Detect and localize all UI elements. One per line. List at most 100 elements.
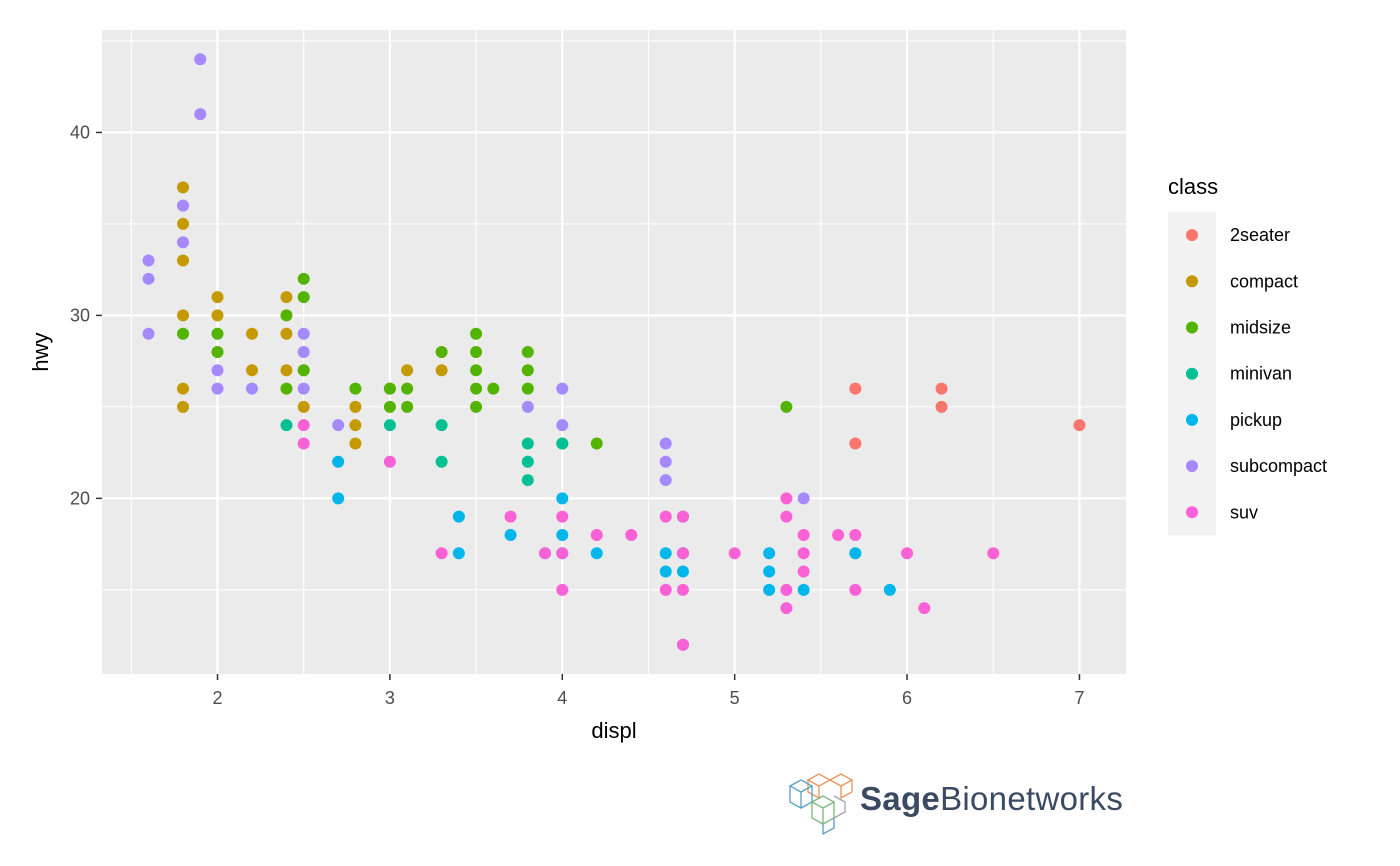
point-compact (297, 400, 310, 413)
point-compact (401, 364, 414, 377)
point-midsize (401, 382, 414, 395)
point-suv (504, 510, 517, 523)
x-tick-label: 5 (730, 688, 740, 708)
point-subcompact (177, 199, 190, 212)
point-midsize (280, 309, 293, 322)
point-subcompact (211, 382, 224, 395)
point-2seater (1073, 419, 1086, 432)
point-suv (780, 602, 793, 615)
point-compact (245, 327, 258, 340)
point-midsize (521, 346, 534, 358)
point-midsize (211, 346, 224, 358)
point-subcompact (142, 254, 155, 267)
point-subcompact (332, 419, 345, 432)
point-pickup (797, 583, 810, 596)
x-tick-label: 3 (385, 688, 395, 708)
legend-key-suv (1186, 506, 1198, 519)
point-subcompact (797, 492, 810, 505)
point-compact (211, 309, 224, 322)
point-midsize (297, 272, 310, 285)
point-suv (797, 528, 810, 541)
legend-key-midsize (1186, 321, 1198, 334)
point-midsize (297, 364, 310, 377)
y-axis-title: hwy (28, 332, 53, 371)
point-compact (349, 437, 362, 450)
legend-label-compact: compact (1230, 271, 1298, 291)
point-subcompact (659, 437, 672, 450)
point-pickup (659, 565, 672, 578)
legend-key-minivan (1186, 367, 1198, 380)
point-suv (832, 528, 845, 541)
point-pickup (452, 547, 465, 560)
legend-key-compact (1186, 275, 1198, 288)
point-compact (177, 382, 190, 395)
cube-logo-icon (788, 773, 854, 836)
x-axis-ticks: 2 3 4 5 6 7 (212, 674, 1084, 708)
y-axis-ticks: 20 30 40 (70, 122, 102, 508)
point-compact (349, 419, 362, 432)
x-tick-label: 6 (902, 688, 912, 708)
point-minivan (556, 437, 569, 450)
point-suv (728, 547, 741, 560)
point-suv (556, 583, 569, 596)
x-tick-label: 2 (212, 688, 222, 708)
point-subcompact (142, 272, 155, 285)
point-minivan (383, 419, 396, 432)
point-minivan (280, 419, 293, 432)
point-midsize (470, 382, 483, 395)
point-subcompact (194, 108, 207, 121)
point-pickup (763, 583, 776, 596)
point-midsize (470, 364, 483, 377)
point-subcompact (556, 382, 569, 395)
legend-key-pickup (1186, 413, 1198, 426)
legend-label-2seater: 2seater (1230, 225, 1290, 245)
point-midsize (590, 437, 603, 450)
point-compact (177, 400, 190, 413)
point-suv (797, 565, 810, 578)
point-suv (676, 510, 689, 523)
point-suv (780, 510, 793, 523)
legend-label-subcompact: subcompact (1230, 456, 1327, 476)
point-suv (556, 510, 569, 523)
point-subcompact (211, 364, 224, 377)
point-suv (849, 583, 862, 596)
x-tick-label: 7 (1074, 688, 1084, 708)
point-suv (901, 547, 914, 560)
grid-minor (102, 30, 1126, 674)
y-tick-label: 30 (70, 305, 90, 325)
point-midsize (211, 327, 224, 340)
point-suv (676, 583, 689, 596)
point-suv (780, 492, 793, 505)
point-pickup (590, 547, 603, 560)
point-pickup (883, 583, 896, 596)
point-subcompact (297, 346, 310, 358)
point-suv (590, 528, 603, 541)
point-suv (435, 547, 448, 560)
point-minivan (521, 437, 534, 450)
point-pickup (332, 492, 345, 505)
point-suv (676, 547, 689, 560)
point-midsize (487, 382, 500, 395)
point-2seater (935, 400, 948, 413)
point-suv (797, 547, 810, 560)
point-midsize (470, 327, 483, 340)
point-pickup (676, 565, 689, 578)
legend-label-midsize: midsize (1230, 318, 1291, 338)
x-axis-title: displ (591, 718, 636, 743)
point-suv (297, 419, 310, 432)
point-2seater (849, 437, 862, 450)
point-midsize (780, 400, 793, 413)
point-suv (918, 602, 931, 615)
legend-key-subcompact (1186, 460, 1198, 473)
point-pickup (849, 547, 862, 560)
point-midsize (280, 382, 293, 395)
point-compact (280, 291, 293, 304)
grid-major (102, 30, 1126, 674)
point-compact (280, 327, 293, 340)
point-midsize (349, 382, 362, 395)
point-suv (625, 528, 638, 541)
point-minivan (521, 474, 534, 487)
point-suv (659, 583, 672, 596)
y-tick-label: 40 (70, 122, 90, 142)
